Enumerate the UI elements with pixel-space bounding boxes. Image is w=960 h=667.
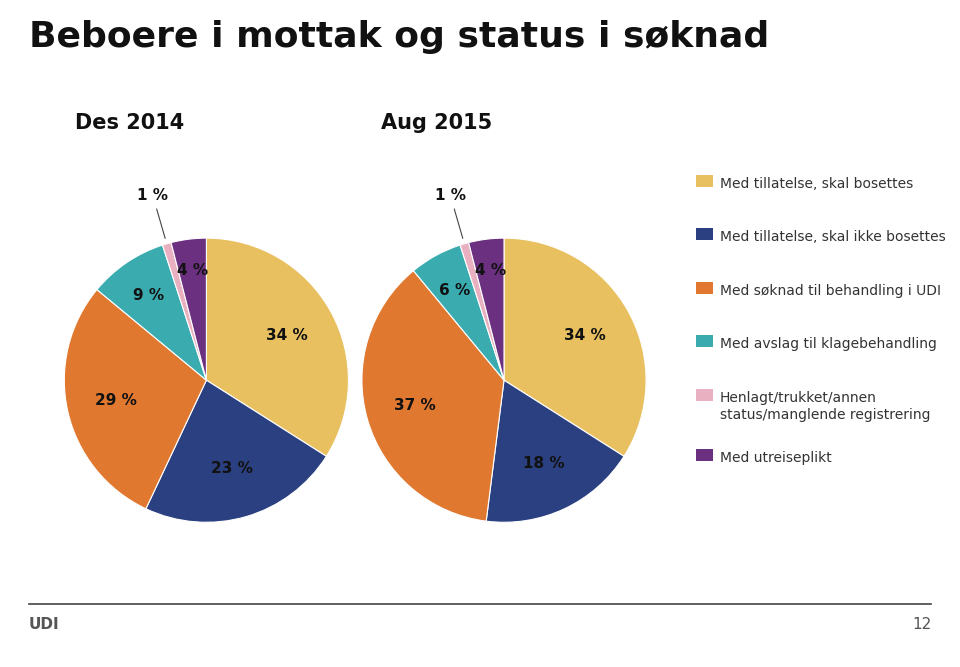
Text: Med tillatelse, skal ikke bosettes: Med tillatelse, skal ikke bosettes — [720, 230, 946, 244]
Wedge shape — [97, 245, 206, 380]
Text: 1 %: 1 % — [435, 189, 466, 238]
Text: 23 %: 23 % — [211, 462, 253, 476]
Wedge shape — [468, 238, 504, 380]
Text: Des 2014: Des 2014 — [75, 113, 184, 133]
Text: Med søknad til behandling i UDI: Med søknad til behandling i UDI — [720, 283, 941, 297]
Text: Beboere i mottak og status i søknad: Beboere i mottak og status i søknad — [29, 20, 769, 54]
Wedge shape — [171, 238, 206, 380]
Text: 18 %: 18 % — [522, 456, 564, 472]
Wedge shape — [206, 238, 348, 456]
Text: Med tillatelse, skal bosettes: Med tillatelse, skal bosettes — [720, 177, 913, 191]
Text: 4 %: 4 % — [474, 263, 506, 277]
Text: 34 %: 34 % — [564, 328, 606, 344]
Text: 1 %: 1 % — [137, 189, 168, 238]
Text: Aug 2015: Aug 2015 — [381, 113, 492, 133]
Text: Henlagt/trukket/annen
status/manglende registrering: Henlagt/trukket/annen status/manglende r… — [720, 390, 930, 422]
Wedge shape — [362, 271, 504, 521]
Wedge shape — [162, 243, 206, 380]
Wedge shape — [64, 289, 206, 509]
Wedge shape — [504, 238, 646, 456]
Wedge shape — [460, 243, 504, 380]
Text: 12: 12 — [912, 617, 931, 632]
Text: 34 %: 34 % — [267, 328, 308, 344]
Text: Med avslag til klagebehandling: Med avslag til klagebehandling — [720, 337, 937, 351]
Text: 4 %: 4 % — [177, 263, 208, 277]
Text: 9 %: 9 % — [133, 288, 164, 303]
Wedge shape — [146, 380, 326, 522]
Text: 29 %: 29 % — [95, 393, 137, 408]
Text: Med utreiseplikt: Med utreiseplikt — [720, 450, 831, 464]
Text: 6 %: 6 % — [439, 283, 470, 298]
Wedge shape — [486, 380, 624, 522]
Text: UDI: UDI — [29, 617, 60, 632]
Wedge shape — [414, 245, 504, 380]
Text: 37 %: 37 % — [395, 398, 436, 414]
